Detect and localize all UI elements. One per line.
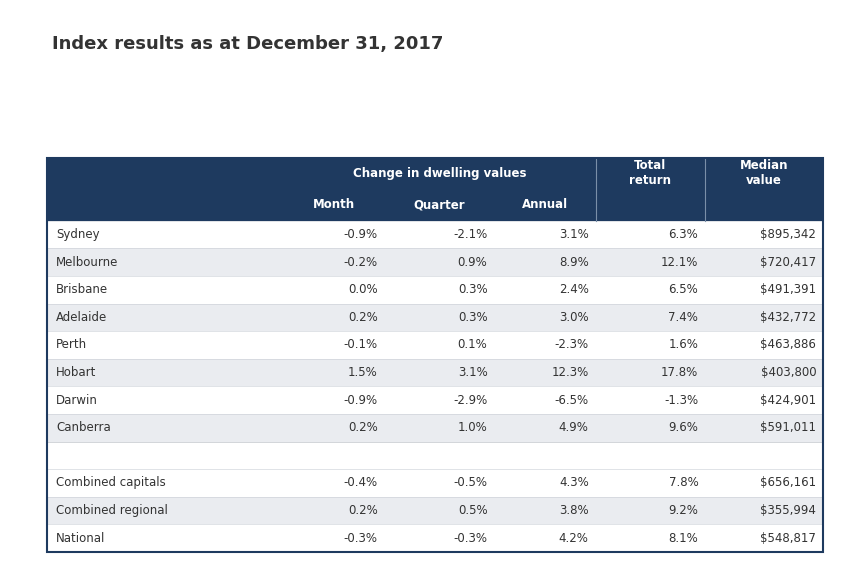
Text: 3.1%: 3.1%	[558, 228, 588, 241]
Text: -2.9%: -2.9%	[453, 394, 486, 407]
Bar	[47, 524, 822, 552]
Text: Combined capitals: Combined capitals	[56, 477, 165, 489]
Text: 4.3%: 4.3%	[558, 477, 588, 489]
Text: -0.1%: -0.1%	[344, 339, 377, 351]
Text: -0.4%: -0.4%	[344, 477, 377, 489]
Text: 6.5%: 6.5%	[668, 283, 697, 296]
Text: $591,011: $591,011	[759, 421, 815, 434]
Text: $656,161: $656,161	[759, 477, 815, 489]
Text: 6.3%: 6.3%	[668, 228, 697, 241]
Text: 0.3%: 0.3%	[457, 311, 486, 324]
Text: 2.4%: 2.4%	[558, 283, 588, 296]
Text: 0.5%: 0.5%	[457, 504, 486, 517]
Text: $432,772: $432,772	[759, 311, 815, 324]
Text: $720,417: $720,417	[759, 256, 815, 269]
Text: -0.9%: -0.9%	[344, 228, 377, 241]
Text: $548,817: $548,817	[759, 532, 815, 545]
Text: Hobart: Hobart	[56, 366, 96, 379]
Bar	[47, 442, 822, 469]
Text: 0.9%: 0.9%	[457, 256, 486, 269]
Text: 17.8%: 17.8%	[660, 366, 697, 379]
Text: 0.0%: 0.0%	[348, 283, 377, 296]
Text: $463,886: $463,886	[759, 339, 815, 351]
Text: 0.2%: 0.2%	[348, 421, 377, 434]
Bar	[47, 248, 822, 276]
Text: Sydney: Sydney	[56, 228, 100, 241]
Text: -0.3%: -0.3%	[453, 532, 486, 545]
Bar	[47, 414, 822, 442]
Text: -1.3%: -1.3%	[663, 394, 697, 407]
Text: $424,901: $424,901	[759, 394, 815, 407]
Text: -6.5%: -6.5%	[554, 394, 588, 407]
Bar	[47, 359, 822, 386]
Text: -0.9%: -0.9%	[344, 394, 377, 407]
Text: 8.1%: 8.1%	[668, 532, 697, 545]
Text: 0.2%: 0.2%	[348, 504, 377, 517]
Text: -0.3%: -0.3%	[344, 532, 377, 545]
Text: $491,391: $491,391	[759, 283, 815, 296]
Text: 7.8%: 7.8%	[668, 477, 697, 489]
Text: Darwin: Darwin	[56, 394, 98, 407]
Text: $355,994: $355,994	[759, 504, 815, 517]
Text: -2.3%: -2.3%	[554, 339, 588, 351]
Text: 3.8%: 3.8%	[559, 504, 588, 517]
Bar	[47, 276, 822, 304]
Text: 3.1%: 3.1%	[457, 366, 486, 379]
Text: Combined regional: Combined regional	[56, 504, 168, 517]
Bar	[47, 189, 822, 221]
Text: 4.2%: 4.2%	[558, 532, 588, 545]
Text: $895,342: $895,342	[759, 228, 815, 241]
Text: 4.9%: 4.9%	[558, 421, 588, 434]
Text: -2.1%: -2.1%	[453, 228, 486, 241]
Text: Brisbane: Brisbane	[56, 283, 108, 296]
Text: Change in dwelling values: Change in dwelling values	[352, 167, 526, 180]
Bar	[47, 304, 822, 331]
Text: -0.2%: -0.2%	[344, 256, 377, 269]
Text: 0.3%: 0.3%	[457, 283, 486, 296]
Text: Index results as at December 31, 2017: Index results as at December 31, 2017	[52, 34, 443, 52]
Text: Quarter: Quarter	[413, 198, 465, 212]
Bar	[47, 386, 822, 414]
Text: 3.0%: 3.0%	[559, 311, 588, 324]
Text: National: National	[56, 532, 105, 545]
Text: $403,800: $403,800	[759, 366, 815, 379]
Text: Median
value: Median value	[739, 159, 788, 187]
Bar	[47, 158, 822, 552]
Text: 1.0%: 1.0%	[457, 421, 486, 434]
Text: Month: Month	[313, 198, 355, 212]
Text: Canberra: Canberra	[56, 421, 111, 434]
Bar	[47, 469, 822, 497]
Text: Total
return: Total return	[629, 159, 671, 187]
Text: 7.4%: 7.4%	[667, 311, 697, 324]
Bar	[47, 331, 822, 359]
Text: Annual: Annual	[521, 198, 567, 212]
Text: 12.1%: 12.1%	[660, 256, 697, 269]
Bar	[47, 497, 822, 524]
Bar	[47, 221, 822, 248]
Text: 1.5%: 1.5%	[348, 366, 377, 379]
Text: 9.6%: 9.6%	[667, 421, 697, 434]
Text: 0.2%: 0.2%	[348, 311, 377, 324]
Text: 0.1%: 0.1%	[457, 339, 486, 351]
Text: Perth: Perth	[56, 339, 87, 351]
Text: 12.3%: 12.3%	[551, 366, 588, 379]
Text: 1.6%: 1.6%	[667, 339, 697, 351]
Text: 8.9%: 8.9%	[558, 256, 588, 269]
Text: 9.2%: 9.2%	[667, 504, 697, 517]
Text: -0.5%: -0.5%	[453, 477, 486, 489]
Text: Melbourne: Melbourne	[56, 256, 118, 269]
Bar	[47, 158, 822, 189]
Text: Adelaide: Adelaide	[56, 311, 107, 324]
